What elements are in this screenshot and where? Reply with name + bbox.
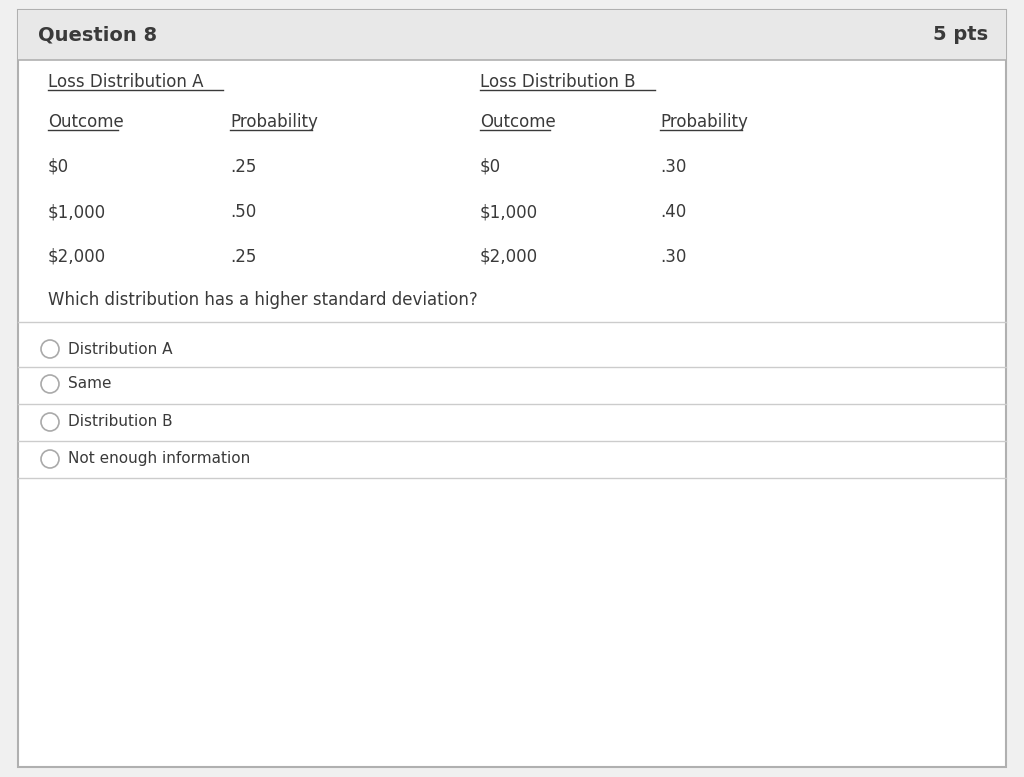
Text: Probability: Probability bbox=[660, 113, 748, 131]
Text: Which distribution has a higher standard deviation?: Which distribution has a higher standard… bbox=[48, 291, 478, 309]
Text: $2,000: $2,000 bbox=[480, 248, 539, 266]
Text: Question 8: Question 8 bbox=[38, 26, 157, 44]
Text: .25: .25 bbox=[230, 158, 256, 176]
Text: .25: .25 bbox=[230, 248, 256, 266]
Text: $0: $0 bbox=[480, 158, 501, 176]
Text: 5 pts: 5 pts bbox=[933, 26, 988, 44]
Text: Probability: Probability bbox=[230, 113, 317, 131]
Text: .30: .30 bbox=[660, 158, 686, 176]
Text: Loss Distribution A: Loss Distribution A bbox=[48, 73, 204, 91]
Text: .30: .30 bbox=[660, 248, 686, 266]
Text: .40: .40 bbox=[660, 203, 686, 221]
Text: Not enough information: Not enough information bbox=[68, 451, 250, 466]
Text: Outcome: Outcome bbox=[480, 113, 556, 131]
FancyBboxPatch shape bbox=[18, 10, 1006, 60]
Text: Loss Distribution B: Loss Distribution B bbox=[480, 73, 636, 91]
Text: .50: .50 bbox=[230, 203, 256, 221]
Text: $0: $0 bbox=[48, 158, 70, 176]
Text: $1,000: $1,000 bbox=[480, 203, 539, 221]
Text: Same: Same bbox=[68, 377, 112, 392]
FancyBboxPatch shape bbox=[18, 10, 1006, 767]
Text: $2,000: $2,000 bbox=[48, 248, 106, 266]
Text: $1,000: $1,000 bbox=[48, 203, 106, 221]
Text: Distribution A: Distribution A bbox=[68, 342, 172, 357]
Text: Outcome: Outcome bbox=[48, 113, 124, 131]
Text: Distribution B: Distribution B bbox=[68, 414, 173, 430]
